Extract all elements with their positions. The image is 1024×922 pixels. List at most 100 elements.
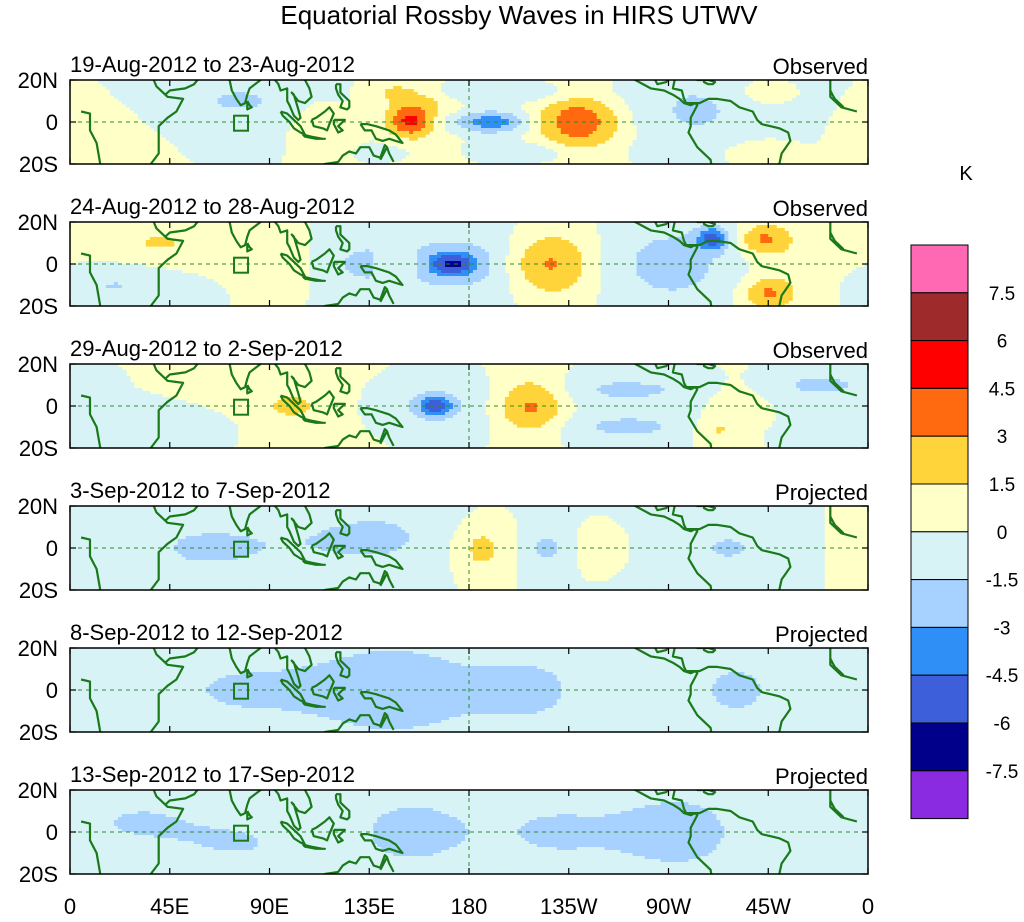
field-cell <box>141 80 147 84</box>
field-cell <box>153 116 159 120</box>
field-cell <box>504 161 510 164</box>
field-cell <box>273 125 279 129</box>
field-cell <box>732 252 737 256</box>
field-cell <box>500 98 506 102</box>
field-cell <box>644 255 650 259</box>
field-cell <box>728 122 733 126</box>
field-cell <box>269 119 275 123</box>
field-cell <box>453 119 458 123</box>
field-cell <box>217 158 223 162</box>
field-cell <box>660 155 666 159</box>
field-cell <box>261 131 267 135</box>
field-cell <box>504 152 510 156</box>
field-cell <box>461 83 466 87</box>
field-cell <box>496 95 502 99</box>
field-cell <box>760 234 765 238</box>
field-cell <box>664 264 670 268</box>
field-cell <box>381 240 386 244</box>
field-cell <box>421 222 426 226</box>
field-cell <box>688 149 694 153</box>
field-cell <box>500 246 506 250</box>
field-cell <box>125 89 131 93</box>
field-cell <box>640 152 646 156</box>
field-cell <box>500 261 506 265</box>
field-cell <box>816 137 821 141</box>
field-cell <box>624 243 630 247</box>
field-cell <box>524 161 530 164</box>
field-cell <box>504 122 510 126</box>
field-cell <box>465 155 470 159</box>
field-cell <box>321 234 326 238</box>
field-cell <box>604 131 610 135</box>
field-cell <box>608 255 614 259</box>
field-cell <box>500 255 506 259</box>
field-cell <box>461 95 466 99</box>
field-cell <box>149 122 155 126</box>
field-cell <box>800 140 805 144</box>
field-cell <box>536 86 542 90</box>
field-cell <box>636 237 642 241</box>
field-cell <box>500 258 506 262</box>
field-cell <box>193 140 199 144</box>
field-cell <box>353 237 358 241</box>
field-cell <box>652 258 658 262</box>
field-cell <box>265 125 271 129</box>
field-cell <box>656 264 662 268</box>
field-cell <box>469 143 474 147</box>
field-cell <box>492 122 498 126</box>
field-cell <box>472 95 478 99</box>
field-cell <box>672 146 678 150</box>
field-cell <box>820 104 825 108</box>
field-cell <box>764 231 769 235</box>
field-cell <box>413 107 418 111</box>
field-cell <box>417 116 422 120</box>
field-cell <box>608 243 614 247</box>
field-cell <box>273 158 279 162</box>
field-cell <box>764 249 769 253</box>
field-cell <box>816 98 821 102</box>
field-cell <box>768 237 773 241</box>
field-cell <box>197 134 203 138</box>
field-cell <box>700 83 706 87</box>
field-cell <box>181 107 187 111</box>
field-cell <box>720 89 725 93</box>
field-cell <box>369 255 374 259</box>
field-cell <box>217 110 223 114</box>
field-cell <box>600 237 606 241</box>
field-cell <box>393 101 398 105</box>
field-cell <box>716 140 721 144</box>
field-cell <box>373 252 378 256</box>
field-cell <box>536 249 542 253</box>
field-cell <box>660 261 666 265</box>
field-cell <box>624 228 630 232</box>
field-cell <box>664 122 670 126</box>
field-cell <box>588 134 594 138</box>
y-tick-label: 0 <box>46 110 58 135</box>
field-cell <box>508 110 514 114</box>
field-cell <box>680 161 686 164</box>
field-cell <box>604 122 610 126</box>
field-cell <box>225 146 231 150</box>
field-cell <box>584 137 590 141</box>
field-cell <box>640 116 646 120</box>
field-cell <box>568 98 574 102</box>
field-cell <box>309 80 314 84</box>
field-cell <box>405 101 410 105</box>
field-cell <box>321 228 326 232</box>
field-cell <box>812 134 817 138</box>
field-cell <box>700 255 706 259</box>
field-cell <box>500 146 506 150</box>
field-cell <box>688 234 694 238</box>
field-cell <box>736 80 741 84</box>
field-cell <box>461 243 466 247</box>
field-cell <box>804 113 809 117</box>
field-cell <box>504 243 510 247</box>
field-cell <box>217 83 223 87</box>
field-cell <box>153 113 159 117</box>
field-cell <box>592 116 598 120</box>
field-cell <box>221 131 227 135</box>
field-cell <box>728 110 733 114</box>
field-cell <box>676 119 682 123</box>
field-cell <box>504 158 510 162</box>
field-cell <box>401 110 406 114</box>
